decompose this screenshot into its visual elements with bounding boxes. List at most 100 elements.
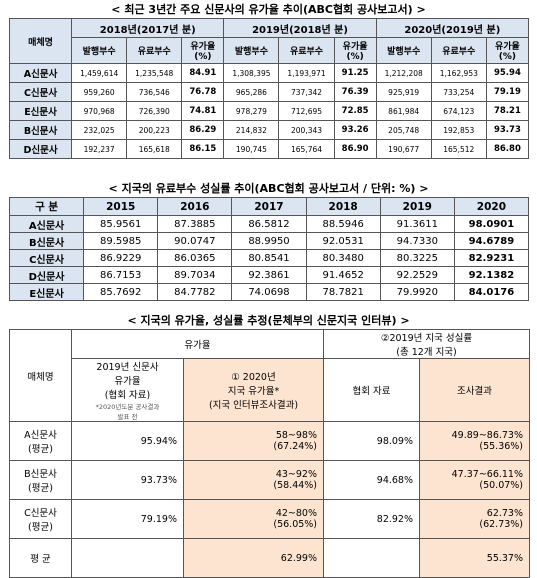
cell: 84.0176 xyxy=(453,283,530,301)
cell: 1,193,971 xyxy=(278,63,335,83)
cell: 712,695 xyxy=(278,101,335,121)
header-cell: 유료부수 xyxy=(278,37,335,64)
cell: 165,512 xyxy=(430,139,487,159)
cell: 49.89~86.73% (55.36%) xyxy=(419,421,531,461)
table-title: < 최근 3년간 주요 신문사의 유가율 추이(ABC협회 공사보고서) > xyxy=(111,3,426,16)
row-label: B신문사 xyxy=(8,232,85,250)
header-cell: 조사결과 xyxy=(419,358,531,422)
cell: 205,748 xyxy=(375,120,432,140)
header-cell: 유료부수 xyxy=(430,37,487,64)
table-title: < 지국의 유가율, 성실률 추정(문체부의 신문지국 인터뷰) > xyxy=(127,314,410,327)
row-label: A신문사 (평균) xyxy=(9,421,72,461)
cell: 726,390 xyxy=(126,101,183,121)
row-label: B신문사 xyxy=(8,120,73,140)
data-row: A신문사 85.9561 87.3885 86.5812 88.5946 91.3611 9… xyxy=(8,215,530,233)
cell: 58~98% (67.24%) xyxy=(182,421,325,461)
circulation-table: 매체명 2018년(2017년 분) 2019년(2018년 분) 2020년(201… xyxy=(8,18,530,159)
row-label: A신문사 xyxy=(8,215,85,233)
cell: 200,343 xyxy=(278,120,335,140)
row-label: B신문사 (평균) xyxy=(9,460,72,500)
cell: 92.3861 xyxy=(231,266,307,284)
data-row: A신문사 (평균) 95.94% 58~98% (67.24%) 98.09% 49.8… xyxy=(9,421,531,461)
cell: 94.68% xyxy=(323,460,421,500)
header-cell: 협회 자료 xyxy=(323,358,421,422)
cell: 86.80 xyxy=(485,139,530,159)
cell: 86.9229 xyxy=(83,249,159,267)
cell: 76.39 xyxy=(333,82,377,102)
header-cell: 2019년(2018년 분) xyxy=(223,18,377,38)
header-cell: 구 분 xyxy=(8,197,85,216)
cell: 98.09% xyxy=(323,421,421,461)
cell: 165,764 xyxy=(278,139,335,159)
header-cell: 유료부수 xyxy=(126,37,183,64)
cell: 200,223 xyxy=(126,120,183,140)
cell: 90.0747 xyxy=(157,232,233,250)
cell: 86.15 xyxy=(181,139,225,159)
header-row: 구 분 2015 2016 2017 2018 2019 2020 xyxy=(8,197,530,216)
cell: 1,212,208 xyxy=(375,63,432,83)
cell: 85.7692 xyxy=(83,283,159,301)
cell: 93.26 xyxy=(333,120,377,140)
cell: 84.7782 xyxy=(157,283,233,301)
header-cell: 2016 xyxy=(157,197,233,216)
cell: 88.9950 xyxy=(231,232,307,250)
cell: 89.7034 xyxy=(157,266,233,284)
cell: 737,342 xyxy=(278,82,335,102)
cell: 925,919 xyxy=(375,82,432,102)
cell: 232,025 xyxy=(71,120,128,140)
cell: 87.3885 xyxy=(157,215,233,233)
header-cell: 발행부수 xyxy=(223,37,280,64)
cell: 86.0365 xyxy=(157,249,233,267)
header-cell: 2018년(2017년 분) xyxy=(71,18,225,38)
cell: 84.91 xyxy=(181,63,225,83)
cell: 91.4652 xyxy=(305,266,381,284)
cell: 47.37~66.11% (50.07%) xyxy=(419,460,531,500)
header-cell: 매체명 xyxy=(9,329,72,422)
cell: 92.0531 xyxy=(305,232,381,250)
sincerity-table: 구 분 2015 2016 2017 2018 2019 2020 A신문사 85.9561 87… xyxy=(8,197,530,301)
cell: 55.37% xyxy=(419,538,531,578)
header-note: *2020년도분 공사결과 발표 전 xyxy=(95,403,160,421)
cell: 95.94 xyxy=(485,63,530,83)
data-row: E신문사 970,968 726,390 74.81 978,279 712,695 72.… xyxy=(8,101,530,121)
cell: 192,237 xyxy=(71,139,128,159)
header-text: 2019년 신문사 유가율 (협회 자료) xyxy=(96,362,159,401)
cell: 1,162,953 xyxy=(430,63,487,83)
row-label: C신문사 (평균) xyxy=(9,499,72,539)
data-row: D신문사 86.7153 89.7034 92.3861 91.4652 92.2529 9… xyxy=(8,266,530,284)
header-row: 발행부수 유료부수 유가율 (%) 발행부수 유료부수 유가율 (%) 발행부수 유료부수 유가… xyxy=(10,37,530,64)
cell: 86.90 xyxy=(333,139,377,159)
header-cell: ① 2020년 지국 유가율* (지국 인터뷰조사결과) xyxy=(182,358,325,422)
cell: 93.73 xyxy=(485,120,530,140)
cell: 165,618 xyxy=(126,139,183,159)
cell: 86.7153 xyxy=(83,266,159,284)
cell: 72.85 xyxy=(333,101,377,121)
cell: 79.9920 xyxy=(379,283,455,301)
table-title: < 지국의 유료부수 성실률 추이(ABC협회 공사보고서 / 단위: %) > xyxy=(108,182,429,195)
data-row: A신문사 1,459,614 1,235,548 84.91 1,308,395 1,19… xyxy=(8,63,530,83)
cell: 80.3480 xyxy=(305,249,381,267)
cell: 1,459,614 xyxy=(71,63,128,83)
cell: 190,745 xyxy=(223,139,280,159)
cell: 92.1382 xyxy=(453,266,530,284)
cell: 91.3611 xyxy=(379,215,455,233)
header-cell: ②2019년 지국 성실률 (총 12개 지국) xyxy=(323,329,531,359)
cell: 78.7821 xyxy=(305,283,381,301)
cell: 192,853 xyxy=(430,120,487,140)
row-label: C신문사 xyxy=(8,249,85,267)
cell: 736,546 xyxy=(126,82,183,102)
cell: 80.3225 xyxy=(379,249,455,267)
header-row: 매체명 2018년(2017년 분) 2019년(2018년 분) 2020년(201… xyxy=(8,18,530,64)
row-label: D신문사 xyxy=(8,139,73,159)
header-cell: 유가율 xyxy=(70,329,325,359)
cell: 861,984 xyxy=(375,101,432,121)
header-cell: 2020년(2019년 분) xyxy=(375,18,530,38)
cell: 42~80% (56.05%) xyxy=(182,499,325,539)
header-row: 2019년 신문사 유가율 (협회 자료) *2020년도분 공사결과 발표 전 ①… xyxy=(10,358,531,422)
cell: 214,832 xyxy=(223,120,280,140)
row-label: E신문사 xyxy=(8,101,73,121)
cell: 62.73% (62.73%) xyxy=(419,499,531,539)
cell: 88.5946 xyxy=(305,215,381,233)
header-row: 매체명 유가율 ②2019년 지국 성실률 (총 12개 지국) xyxy=(9,329,531,422)
